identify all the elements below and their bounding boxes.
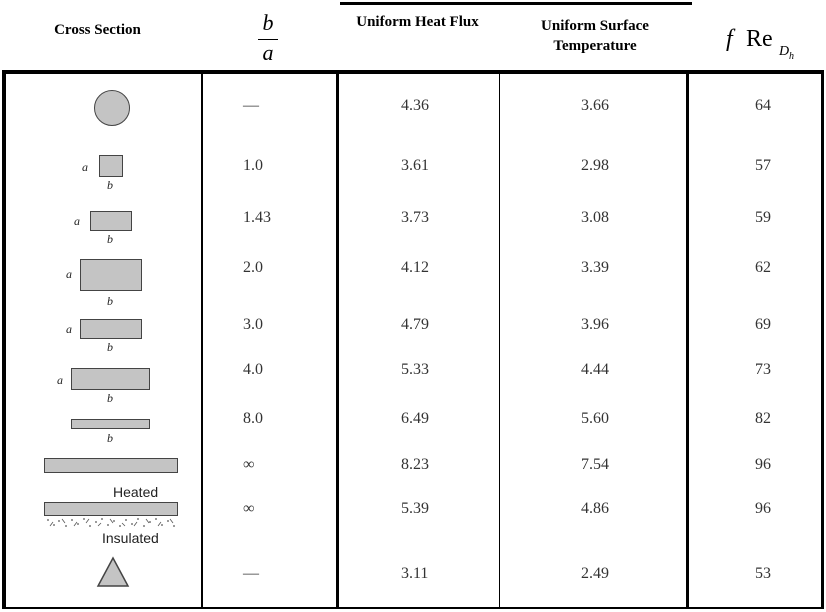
fre-cell: 57 <box>755 157 771 174</box>
header-ratio-denominator: a <box>262 40 274 65</box>
surface-temp-cell: 3.08 <box>581 209 609 226</box>
header-cross-section: Cross Section <box>54 22 141 38</box>
header-surface-temp-1: Uniform Surface <box>541 18 649 34</box>
insulated-texture-icon <box>44 517 178 529</box>
heat-flux-cell: 4.79 <box>401 316 429 333</box>
triangle-icon <box>96 556 130 587</box>
header-heat-flux: Uniform Heat Flux <box>356 14 479 30</box>
ratio-cell: 4.0 <box>243 361 263 378</box>
col-rule-1 <box>201 70 203 609</box>
fre-cell: 96 <box>755 456 771 473</box>
rect-40-label-a: a <box>57 373 63 387</box>
heat-flux-cell: 6.49 <box>401 410 429 427</box>
square-label-a: a <box>82 160 88 174</box>
heated-plate-shape <box>44 502 178 516</box>
surface-temp-cell: 2.98 <box>581 157 609 174</box>
rect-20-label-b: b <box>107 294 113 308</box>
square-shape <box>99 155 123 177</box>
table-left-rule <box>2 70 6 609</box>
fre-cell: 82 <box>755 410 771 427</box>
ratio-cell: 1.43 <box>243 209 271 226</box>
header-fre: f Re D h <box>720 24 820 68</box>
square-label-b: b <box>107 178 113 192</box>
fre-cell: 96 <box>755 500 771 517</box>
header-fre-f: f <box>726 26 733 52</box>
heated-label: Heated <box>113 484 159 500</box>
ratio-cell: — <box>243 97 259 114</box>
ratio-cell: — <box>243 565 259 582</box>
heat-flux-cell: 3.11 <box>401 565 429 582</box>
table-right-rule <box>821 70 824 609</box>
header-fre-subsub: h <box>789 51 794 62</box>
col-rule-4 <box>686 70 689 609</box>
fre-cell: 59 <box>755 209 771 226</box>
ratio-cell: ∞ <box>243 500 255 517</box>
ratio-cell: 3.0 <box>243 316 263 333</box>
header-ratio-fraction-bar <box>258 39 278 40</box>
ratio-cell: 1.0 <box>243 157 263 174</box>
circle-shape <box>94 90 130 126</box>
col-rule-3 <box>499 70 500 609</box>
heat-flux-cell: 3.73 <box>401 209 429 226</box>
heat-flux-cell: 5.39 <box>401 500 429 517</box>
parallel-plates-shape <box>44 458 178 473</box>
header-ratio-numerator: b <box>262 10 274 35</box>
rect-143-shape <box>90 211 132 231</box>
surface-temp-cell: 3.39 <box>581 259 609 276</box>
rect-40-label-b: b <box>107 391 113 405</box>
rect-30-label-b: b <box>107 340 113 354</box>
ratio-cell: 2.0 <box>243 259 263 276</box>
heat-flux-cell: 3.61 <box>401 157 429 174</box>
surface-temp-cell: 3.96 <box>581 316 609 333</box>
rect-20-shape <box>80 259 142 291</box>
heat-flux-cell: 4.36 <box>401 97 429 114</box>
ratio-cell: 8.0 <box>243 410 263 427</box>
table-bottom-rule <box>2 607 824 609</box>
fre-cell: 73 <box>755 361 771 378</box>
heat-flux-cell: 8.23 <box>401 456 429 473</box>
col-rule-2 <box>336 70 339 609</box>
heat-flux-cell: 4.12 <box>401 259 429 276</box>
rect-80-shape <box>71 419 150 429</box>
surface-temp-cell: 5.60 <box>581 410 609 427</box>
fre-cell: 62 <box>755 259 771 276</box>
rect-30-shape <box>80 319 142 339</box>
surface-temp-cell: 2.49 <box>581 565 609 582</box>
rect-143-label-b: b <box>107 232 113 246</box>
header-ratio: b a <box>238 8 298 68</box>
heat-flux-cell: 5.33 <box>401 361 429 378</box>
header-span-rule <box>340 2 692 5</box>
fre-cell: 69 <box>755 316 771 333</box>
rect-20-label-a: a <box>66 267 72 281</box>
rect-80-label-b: b <box>107 431 113 445</box>
header-fre-sub: D <box>779 44 790 59</box>
ratio-cell: ∞ <box>243 456 255 473</box>
insulated-label: Insulated <box>102 530 159 546</box>
rect-143-label-a: a <box>74 214 80 228</box>
header-surface-temp-2: Temperature <box>553 38 637 54</box>
surface-temp-cell: 3.66 <box>581 97 609 114</box>
table-top-rule <box>2 70 824 74</box>
surface-temp-cell: 7.54 <box>581 456 609 473</box>
rect-40-shape <box>71 368 150 390</box>
surface-temp-cell: 4.44 <box>581 361 609 378</box>
fre-cell: 64 <box>755 97 771 114</box>
fre-cell: 53 <box>755 565 771 582</box>
rect-30-label-a: a <box>66 322 72 336</box>
header-fre-re: Re <box>746 26 773 52</box>
surface-temp-cell: 4.86 <box>581 500 609 517</box>
